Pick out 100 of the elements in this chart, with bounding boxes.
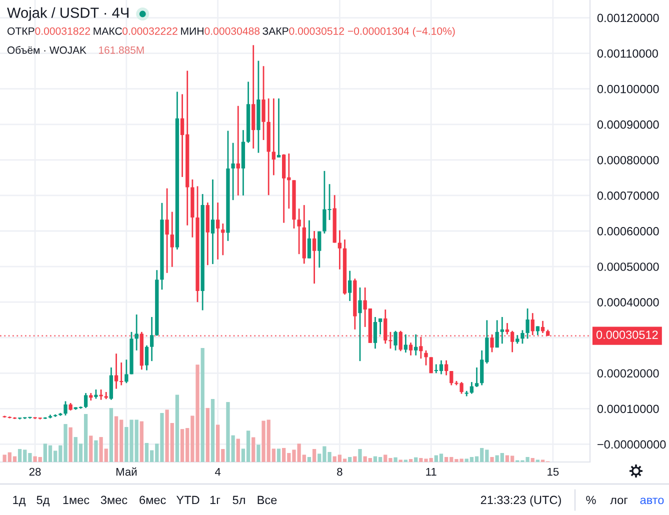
candlestick [429,356,433,374]
bar [252,437,256,462]
candlestick [216,202,220,260]
y-tick-label: 0.00080000 [597,156,659,164]
annotation: 161.885M [99,46,144,54]
candlestick [394,330,398,352]
candlestick [520,329,524,344]
candlestick [526,308,530,340]
bar [490,456,494,462]
bar [408,459,413,462]
text: YTD [176,496,200,504]
x-tick-label: 11 [426,468,436,476]
y-tick-label: 0.00050000 [597,262,659,271]
bar [312,449,316,462]
candlestick [94,388,98,400]
candlestick [64,400,68,416]
candlestick [312,230,316,284]
bar [94,440,98,462]
candlestick [424,350,428,366]
candlestick [500,316,504,344]
y-tick-label: 0.00090000 [597,120,659,129]
bar [89,436,93,462]
bar [210,398,215,462]
candlestick [358,286,362,362]
text: 6мес [140,496,166,504]
bar [256,444,260,462]
candlestick [408,342,413,356]
candlestick [373,316,378,350]
y-tick-label: 0.00070000 [597,191,659,200]
bar [353,456,357,462]
bar [109,408,114,462]
bar [414,457,418,462]
y-tick-label: −0.00000000 [598,440,666,449]
ref-line-label: 0.00030512 [596,330,658,339]
candlestick [170,211,174,268]
x-tick-label: 4 [214,468,221,476]
candlestick [124,358,128,384]
text: % [586,496,596,504]
bar [68,427,72,462]
bar [276,448,281,462]
bar [140,421,144,462]
candlestick [272,98,276,176]
x-tick-label: Май [116,467,137,476]
chart-title: Объём · WOJAK [7,46,86,54]
candlestick [231,142,235,201]
candlestick [540,320,545,334]
text: авто [640,498,664,504]
candlestick [99,388,103,401]
chart-title: Wojak / USDT · 4Ч [7,7,128,21]
candlestick [348,270,352,302]
text: 5д [36,496,50,506]
bar [206,408,210,462]
candlestick [378,318,382,336]
candlestick [210,178,215,265]
bar [200,348,204,462]
y-tick-label: 0.00100000 [597,84,659,94]
x-tick-label: 15 [548,468,559,476]
bar [530,458,534,462]
candlestick [144,344,149,372]
text: Все [258,496,277,504]
y-tick-label: 0.00120000 [597,14,659,22]
y-tick-label: 0.00020000 [597,369,659,378]
x-tick-label: 8 [337,468,342,476]
text: 1д [13,496,26,506]
candlestick [134,314,138,352]
text: 21:33:23 (UTC) [480,496,561,506]
candlestick [450,370,454,386]
candlestick [444,360,448,376]
bar [307,456,312,462]
bar [348,456,352,462]
candlestick [276,98,281,158]
bar [358,449,362,462]
candlestick [109,366,114,401]
candlestick [262,65,266,141]
candlestick [221,222,225,256]
text: ОТКР0.00031822 МАКС0.00032222 МИН0.00030488 ЗАКР0.00030512 −0.00001304 (−4.10%) [8,27,455,37]
candlestick [297,208,301,255]
candlestick [338,230,342,270]
text: 3мес [100,496,128,504]
y-tick-label: 0.00060000 [597,227,659,236]
candlestick [414,334,418,356]
candlestick [474,366,479,388]
candlestick [530,312,534,336]
candlestick [236,105,240,196]
candlestick [307,220,312,260]
text: 5л [232,496,245,504]
candlestick [165,188,169,274]
bar [175,394,180,462]
text: 1г [210,496,220,504]
bar [236,438,240,462]
y-tick-label: 0.00040000 [597,298,659,306]
y-tick-label: 0.00110000 [597,49,658,58]
text: лог [610,498,628,504]
bar [394,457,398,462]
candlestick [505,322,510,336]
candlestick [318,230,322,268]
x-tick-label: 28 [29,468,41,476]
candlestick [404,334,408,354]
candlestick [495,320,499,348]
candlestick [150,316,154,362]
